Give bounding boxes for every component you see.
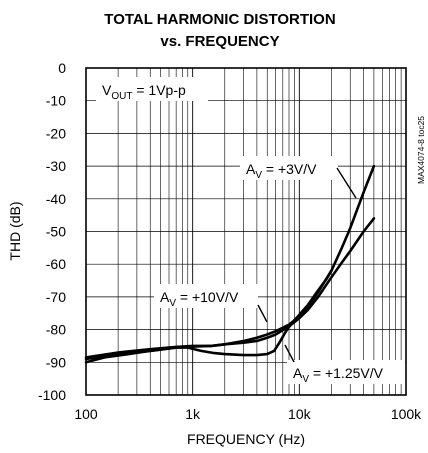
series-line-av-1-25 <box>84 269 333 361</box>
annotation-background <box>96 77 208 101</box>
y-tick-label: 0 <box>58 60 66 76</box>
figure-code-label: MAX4074-8 toc25 <box>416 116 426 184</box>
annotation-av-10: AV = +10V/V <box>160 289 239 309</box>
y-axis-label: THD (dB) <box>7 201 23 260</box>
annotation-av-1-25: AV = +1.25V/V <box>293 365 384 385</box>
annotation-leader-line <box>257 304 268 323</box>
chart-title: TOTAL HARMONIC DISTORTION vs. FREQUENCY <box>104 11 335 50</box>
x-tick-label: 10k <box>288 406 312 422</box>
plot-frame <box>85 67 407 396</box>
chart-grid <box>86 68 406 395</box>
annotation-vout: VOUT = 1Vp-p <box>102 82 186 102</box>
chart-title-line-2: vs. FREQUENCY <box>160 33 279 50</box>
annotation-background <box>240 156 338 180</box>
annotation-background <box>154 284 258 308</box>
x-tick-label: 100 <box>74 406 98 422</box>
y-tick-label: -40 <box>46 191 66 207</box>
annotation-av-3: AV = +3V/V <box>246 161 317 181</box>
annotation-background <box>287 360 405 384</box>
annotation-leader-line <box>284 344 295 363</box>
y-tick-label: -70 <box>46 289 66 305</box>
y-tick-label: -100 <box>38 387 66 403</box>
y-tick-label: -20 <box>46 125 66 141</box>
data-series <box>84 164 376 364</box>
chart-title-line-1: TOTAL HARMONIC DISTORTION <box>104 11 335 28</box>
y-tick-label: -60 <box>46 256 66 272</box>
chart-annotations: VOUT = 1Vp-p AV = +3V/V AV = +10V/V AV = +1… <box>96 77 405 385</box>
x-axis-ticks: 100 1k 10k 100k <box>74 406 422 422</box>
y-tick-label: -90 <box>46 354 66 370</box>
y-tick-label: -80 <box>46 322 66 338</box>
y-axis-ticks: 0 -10 -20 -30 -40 -50 -60 -70 -80 -90 -100 <box>38 60 66 403</box>
y-tick-label: -30 <box>46 158 66 174</box>
x-axis-label: FREQUENCY (Hz) <box>187 431 305 447</box>
x-tick-label: 100k <box>391 406 422 422</box>
y-tick-label: -50 <box>46 224 66 240</box>
x-tick-label: 1k <box>185 406 201 422</box>
y-tick-label: -10 <box>46 93 66 109</box>
annotation-leader-line <box>336 167 357 199</box>
